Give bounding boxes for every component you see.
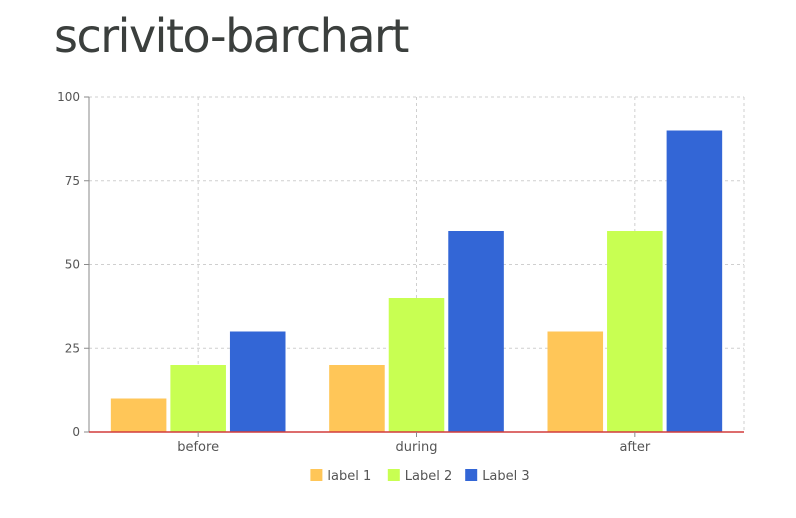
y-axis: 0 25 50 75 100 — [57, 90, 90, 439]
bar-before-2 — [170, 365, 226, 432]
y-tick-label: 50 — [65, 258, 80, 272]
legend-label: Label 3 — [482, 469, 529, 484]
x-axis: before during after — [89, 431, 744, 455]
bar-during-1 — [329, 365, 385, 432]
x-tick-label: before — [177, 440, 219, 455]
y-tick-label: 25 — [65, 341, 80, 355]
bar-after-2 — [607, 231, 663, 432]
legend: label 1 Label 2 Label 3 — [310, 469, 530, 484]
y-tick-label: 0 — [72, 425, 80, 439]
legend-label: Label 2 — [405, 469, 452, 484]
grid-lines — [89, 96, 745, 432]
y-tick-label: 100 — [57, 90, 80, 104]
legend-item: Label 3 — [465, 469, 530, 484]
legend-swatch — [465, 469, 478, 481]
bar-after-3 — [666, 130, 723, 432]
legend-label: label 1 — [327, 469, 371, 484]
bar-during-2 — [388, 298, 445, 432]
bar-after-1 — [547, 331, 604, 432]
x-tick-label: during — [396, 440, 438, 455]
y-tick-label: 75 — [65, 174, 80, 188]
x-tick-label: after — [619, 440, 650, 455]
bar-before-3 — [229, 331, 286, 432]
page-title: scrivito-barchart — [54, 9, 409, 63]
bars — [110, 130, 723, 432]
legend-swatch — [387, 469, 400, 481]
legend-item: Label 2 — [387, 469, 452, 484]
legend-item: label 1 — [310, 469, 371, 484]
legend-swatch — [310, 469, 323, 481]
bar-during-3 — [448, 231, 504, 432]
bar-before-1 — [110, 398, 167, 432]
